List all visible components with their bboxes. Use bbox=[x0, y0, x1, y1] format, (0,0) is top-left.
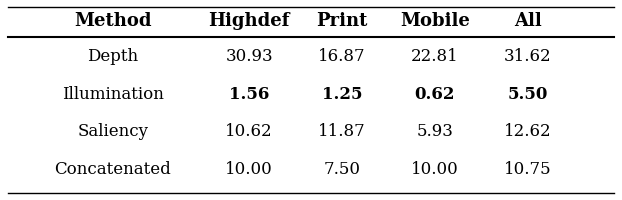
Text: 0.62: 0.62 bbox=[415, 86, 455, 103]
Text: 10.75: 10.75 bbox=[504, 161, 552, 178]
Text: Saliency: Saliency bbox=[77, 123, 149, 140]
Text: Highdef: Highdef bbox=[208, 12, 290, 30]
Text: 5.93: 5.93 bbox=[416, 123, 453, 140]
Text: 22.81: 22.81 bbox=[411, 48, 458, 65]
Text: 31.62: 31.62 bbox=[504, 48, 552, 65]
Text: Mobile: Mobile bbox=[400, 12, 470, 30]
Text: Concatenated: Concatenated bbox=[55, 161, 171, 178]
Text: 10.00: 10.00 bbox=[411, 161, 458, 178]
Text: All: All bbox=[514, 12, 542, 30]
Text: Depth: Depth bbox=[87, 48, 139, 65]
Text: 10.00: 10.00 bbox=[225, 161, 273, 178]
Text: 16.87: 16.87 bbox=[318, 48, 366, 65]
Text: 10.62: 10.62 bbox=[225, 123, 273, 140]
Text: 5.50: 5.50 bbox=[508, 86, 548, 103]
Text: 1.25: 1.25 bbox=[322, 86, 362, 103]
Text: Print: Print bbox=[316, 12, 368, 30]
Text: Illumination: Illumination bbox=[62, 86, 164, 103]
Text: 30.93: 30.93 bbox=[225, 48, 273, 65]
Text: 1.56: 1.56 bbox=[229, 86, 269, 103]
Text: 11.87: 11.87 bbox=[318, 123, 366, 140]
Text: Method: Method bbox=[74, 12, 152, 30]
Text: 7.50: 7.50 bbox=[323, 161, 361, 178]
Text: 12.62: 12.62 bbox=[504, 123, 552, 140]
